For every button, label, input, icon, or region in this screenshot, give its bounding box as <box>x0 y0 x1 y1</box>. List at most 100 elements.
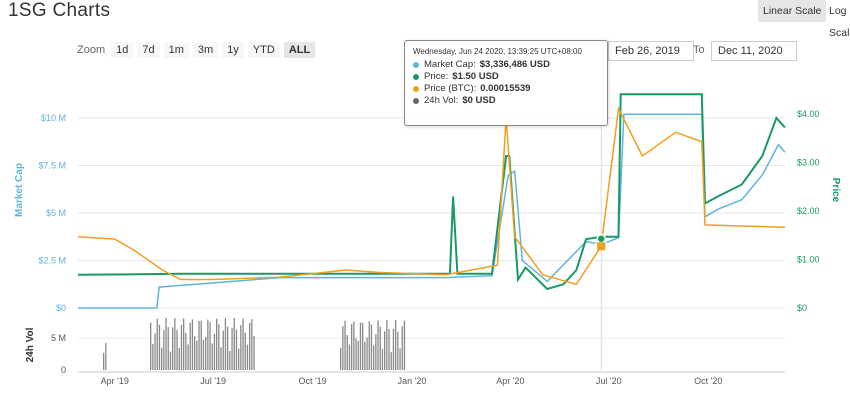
volume-bar <box>211 343 213 370</box>
volume-bars <box>103 318 406 370</box>
volume-bar <box>344 320 346 370</box>
tooltip-label: 24h Vol: <box>424 95 459 106</box>
volume-bar <box>340 348 342 370</box>
volume-bar <box>205 337 207 370</box>
chart-gridlines <box>78 117 785 339</box>
volume-bar <box>346 335 348 370</box>
volume-axis-title: 24h Vol <box>25 327 36 362</box>
left-axis-tick: $7.5 M <box>38 161 66 171</box>
volume-bar <box>169 351 172 370</box>
volume-bar <box>161 347 163 370</box>
volume-bar <box>154 333 156 370</box>
zoom-7d-button[interactable]: 7d <box>137 42 160 58</box>
volume-bar <box>348 344 351 370</box>
volume-bar <box>165 318 167 370</box>
volume-bar <box>103 352 105 370</box>
price-btc-dot <box>413 86 419 92</box>
x-axis-tick: Apr '20 <box>496 376 524 386</box>
linear-scale-button[interactable]: Linear Scale <box>758 0 827 22</box>
x-axis-tick: Jul '19 <box>200 376 226 386</box>
volume-bar <box>355 338 357 370</box>
volume-bar <box>209 322 211 370</box>
volume-bar <box>381 349 384 370</box>
volume-bar <box>390 352 392 370</box>
price-dot <box>413 74 419 80</box>
volume-bar <box>342 326 344 370</box>
volume-dot <box>413 98 419 104</box>
x-axis-tick: Oct '20 <box>694 376 722 386</box>
tooltip-label: Market Cap: <box>424 59 476 70</box>
volume-bar <box>220 347 222 370</box>
right-axis-title: Price <box>830 178 841 203</box>
zoom-1y-button[interactable]: 1y <box>222 42 244 58</box>
volume-bar <box>191 319 194 370</box>
tooltip-row-market-cap: Market Cap: $3,336,486 USD <box>413 59 599 71</box>
volume-bar <box>167 327 169 370</box>
volume-bar <box>240 325 242 370</box>
volume-bar <box>373 345 375 370</box>
volume-bar <box>384 331 386 370</box>
volume-axis-tick: 5 M <box>51 333 66 343</box>
volume-bar <box>377 320 379 370</box>
x-axis-tick: Jul '20 <box>596 376 622 386</box>
left-axis-tick: $10 M <box>41 113 66 123</box>
volume-bar <box>364 341 366 370</box>
zoom-controls: Zoom 1d 7d 1m 3m 1y YTD ALL <box>77 42 319 58</box>
from-date-input[interactable]: Feb 26, 2019 <box>608 41 694 61</box>
volume-bar <box>185 332 187 370</box>
volume-bar <box>235 329 238 370</box>
volume-bar <box>222 330 224 370</box>
left-axis-tick: $0 <box>56 303 66 313</box>
right-axis-tick: $3.00 <box>797 158 820 168</box>
chart-series <box>77 93 786 309</box>
zoom-all-button[interactable]: ALL <box>283 42 316 58</box>
volume-bar <box>392 328 395 370</box>
x-axis-tick: Oct '19 <box>298 376 326 386</box>
volume-bar <box>399 348 401 370</box>
volume-bar <box>242 318 244 370</box>
market-cap-dot <box>413 62 419 68</box>
tooltip-value: $1.50 USD <box>452 71 499 82</box>
volume-bar <box>172 327 174 370</box>
volume-bar <box>357 340 359 370</box>
zoom-ytd-button[interactable]: YTD <box>247 42 280 58</box>
tooltip-row-price: Price: $1.50 USD <box>413 71 599 83</box>
tooltip-row-volume: 24h Vol: $0 USD <box>413 95 599 107</box>
volume-bar <box>351 324 353 370</box>
right-axis-tick: $2.00 <box>797 206 820 216</box>
tooltip-value: 0.00015539 <box>480 83 531 94</box>
volume-bar <box>403 320 406 370</box>
zoom-1d-button[interactable]: 1d <box>111 42 134 58</box>
volume-bar <box>227 326 229 370</box>
volume-bar <box>233 318 235 370</box>
to-date-input[interactable]: Dec 11, 2020 <box>711 41 797 61</box>
page-title: 1SG Charts <box>8 0 111 21</box>
volume-bar <box>216 318 218 370</box>
volume-bar <box>196 340 198 370</box>
right-axis-tick: $4.00 <box>797 109 820 119</box>
volume-bar <box>366 337 368 370</box>
zoom-3m-button[interactable]: 3m <box>192 42 219 58</box>
volume-bar <box>401 326 403 370</box>
volume-bar <box>163 330 165 370</box>
volume-bar <box>105 343 107 370</box>
volume-bar <box>202 339 205 370</box>
volume-bar <box>158 324 161 370</box>
zoom-label: Zoom <box>77 44 106 56</box>
right-axis-tick: $0 <box>797 303 807 313</box>
volume-bar <box>353 321 355 370</box>
volume-bar <box>249 322 251 370</box>
tooltip-value: $0 USD <box>462 95 496 106</box>
volume-axis-tick: 0 <box>61 365 66 375</box>
volume-bar <box>180 324 183 370</box>
log-scale-button[interactable]: Log Scale <box>829 5 850 39</box>
volume-bar <box>253 335 255 370</box>
volume-bar <box>178 348 180 370</box>
right-axis-tick: $1.00 <box>797 255 820 265</box>
volume-bar <box>150 322 152 370</box>
volume-bar <box>176 329 178 370</box>
zoom-1m-button[interactable]: 1m <box>163 42 189 58</box>
left-axis-tick: $5 M <box>46 208 66 218</box>
volume-bar <box>379 326 381 370</box>
